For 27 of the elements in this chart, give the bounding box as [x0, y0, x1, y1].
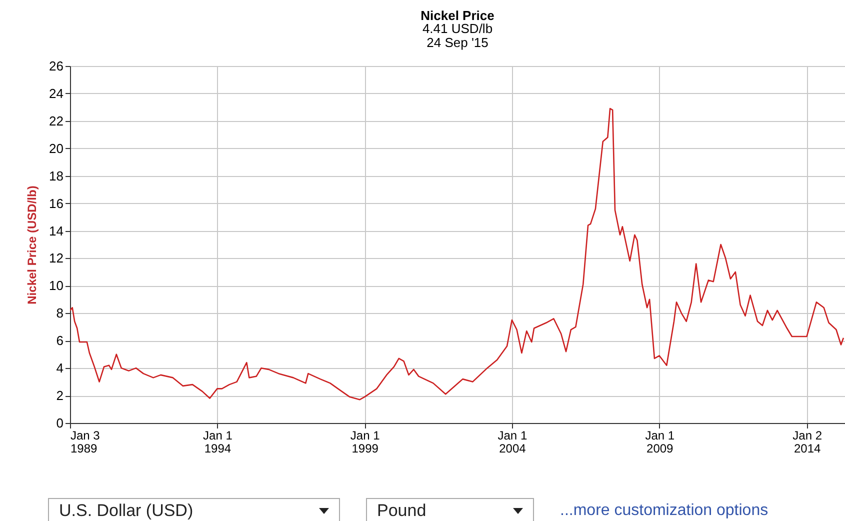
y-tick-label: 8 — [56, 306, 64, 321]
dropdown-field: Pound — [366, 498, 534, 521]
y-tick-label: 12 — [49, 250, 64, 266]
y-tick-label: 18 — [49, 168, 64, 184]
y-tick-label: 14 — [49, 223, 64, 238]
y-tick-label: 0 — [56, 416, 64, 430]
y-tick-label: 10 — [49, 278, 64, 294]
x-tick-label: Jan 1 2004 — [498, 428, 528, 456]
x-tick-label: Jan 3 1989 — [70, 428, 100, 456]
y-tick-label: 4 — [56, 360, 64, 376]
y-tick-label: 24 — [49, 86, 64, 101]
line-series — [70, 108, 844, 400]
y-tick-label: 20 — [49, 140, 64, 156]
x-tick-label: Jan 1 1999 — [350, 428, 380, 456]
y-axis-title: Nickel Price (USD/lb) — [25, 186, 40, 304]
dropdown-field: U.S. Dollar (USD) — [48, 498, 340, 521]
y-tick-label: 16 — [49, 196, 64, 211]
x-tick-label: Jan 1 1994 — [203, 428, 233, 456]
x-tick-label: Jan 1 2009 — [645, 428, 675, 456]
y-tick-label: 22 — [49, 113, 64, 128]
x-tick-label: Jan 2 2014 — [792, 428, 822, 456]
y-tick-label: 6 — [56, 333, 64, 348]
text: ...more customization options — [560, 502, 768, 520]
y-tick-label: 2 — [56, 388, 64, 404]
chart-subtitle: 4.41 USD/lb 24 Sep '15 — [422, 21, 493, 50]
y-tick-label: 26 — [49, 58, 64, 74]
chart-title: Nickel Price — [420, 8, 494, 23]
